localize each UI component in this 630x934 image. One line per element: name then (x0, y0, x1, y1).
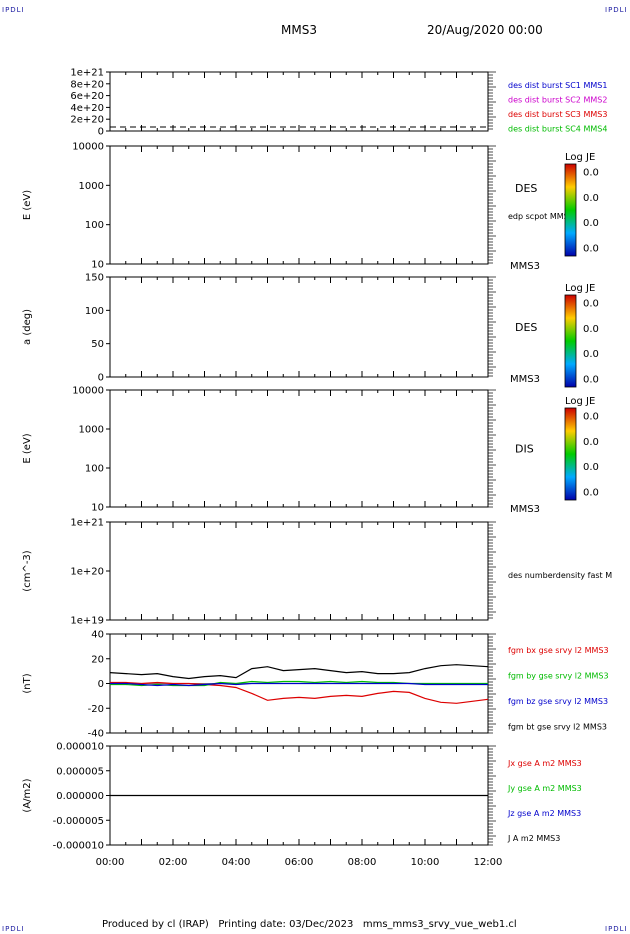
footer-info: Produced by cl (IRAP) Printing date: 03/… (102, 919, 517, 930)
des_energy-colorbar-tick: 0.0 (583, 168, 599, 179)
time-axis-label: 04:00 (222, 857, 251, 868)
fgm-ytick-label: -20 (88, 704, 104, 715)
des_energy-ytick-label: 100 (85, 220, 104, 231)
des_energy-ytick-label: 1000 (79, 181, 104, 192)
density-ytick-label: 1e+19 (70, 616, 104, 627)
dis_energy-instrument-label: DIS (515, 443, 534, 456)
burst-legend-3: des dist burst SC3 MMS3 (508, 110, 607, 119)
des_energy-colorbar (564, 163, 577, 257)
current-ytick-label: -0.000010 (53, 841, 104, 852)
des_energy-instrument-label: DES (515, 182, 537, 195)
dis_energy-spacecraft-label: MMS3 (510, 504, 540, 515)
des_pitch-colorbar (564, 294, 577, 388)
fgm-series-bz (110, 682, 488, 687)
dis_energy-ytick-label: 1000 (79, 425, 104, 436)
dis_energy-colorbar-tick: 0.0 (583, 412, 599, 423)
dis_energy-colorbar-tick: 0.0 (583, 437, 599, 448)
des_energy-colorbar-tick: 0.0 (583, 244, 599, 255)
des_energy-extra-label: edp scpot MMS3 (508, 212, 574, 221)
density-ylabel: (cm^-3) (22, 550, 33, 591)
time-axis-label: 10:00 (411, 857, 440, 868)
des_pitch-colorbar-tick: 0.0 (583, 324, 599, 335)
density-legend: des numberdensity fast M (508, 571, 612, 580)
current-ytick-label: 0.000005 (56, 766, 104, 777)
time-axis-label: 06:00 (285, 857, 314, 868)
burst-ytick-label: 6e+20 (70, 91, 104, 102)
dis_energy-colorbar-tick: 0.0 (583, 462, 599, 473)
fgm-series-bt (109, 664, 489, 680)
current-legend-2: Jy gse A m2 MMS3 (507, 784, 582, 793)
header-spacecraft: MMS3 (281, 23, 317, 37)
fgm-legend-bx: fgm bx gse srvy l2 MMS3 (508, 646, 609, 655)
density-ytick-label: 1e+20 (70, 567, 104, 578)
current-legend-3: Jz gse A m2 MMS3 (507, 809, 581, 818)
current-ytick-label: 0.000000 (56, 791, 104, 802)
density-ytick-label: 1e+21 (70, 518, 104, 529)
des_pitch-ytick-label: 150 (85, 273, 104, 284)
des_energy-ytick-label: 10000 (72, 142, 104, 153)
burst-ytick-label: 1e+21 (70, 68, 104, 79)
des_pitch-instrument-label: DES (515, 321, 537, 334)
des_pitch-colorbar-tick: 0.0 (583, 375, 599, 386)
des_pitch-ytick-label: 50 (91, 339, 104, 350)
fgm-series-by (110, 680, 488, 687)
header-date: 20/Aug/2020 00:00 (427, 23, 543, 37)
fgm-ytick-label: 0 (98, 679, 104, 690)
fgm-legend-by: fgm by gse srvy l2 MMS3 (508, 672, 609, 681)
dis_energy-ytick-label: 10 (91, 503, 104, 514)
corner-label-tr: IPDLI (605, 6, 628, 14)
des_pitch-ytick-label: 100 (85, 306, 104, 317)
des_pitch-spacecraft-label: MMS3 (510, 374, 540, 385)
des_pitch-colorbar-title: Log JE (565, 283, 595, 294)
dis_energy-colorbar-tick: 0.0 (583, 488, 599, 499)
burst-ytick-label: 8e+20 (70, 79, 104, 90)
panel-frame-0 (109, 71, 489, 132)
des_pitch-ylabel: a (deg) (22, 309, 33, 345)
des_pitch-ytick-label: 0 (98, 373, 104, 384)
fgm-ytick-label: 20 (91, 654, 104, 665)
current-ytick-label: 0.000010 (56, 742, 104, 753)
des_pitch-colorbar-tick: 0.0 (583, 299, 599, 310)
des_energy-ytick-label: 10 (91, 260, 104, 271)
time-axis-label: 02:00 (159, 857, 188, 868)
dis_energy-ytick-label: 10000 (72, 386, 104, 397)
corner-label-tl: IPDLI (2, 6, 25, 14)
fgm-ytick-label: 40 (91, 630, 104, 641)
corner-label-bl: IPDLI (2, 925, 25, 933)
panel-frame-3 (109, 389, 489, 508)
des_energy-colorbar-tick: 0.0 (583, 193, 599, 204)
burst-legend-1: des dist burst SC1 MMS1 (508, 81, 607, 90)
current-legend-4: J A m2 MMS3 (507, 834, 560, 843)
corner-label-br: IPDLI (605, 925, 628, 933)
burst-ytick-label: 4e+20 (70, 103, 104, 114)
current-ylabel: (A/m2) (22, 778, 33, 812)
dis_energy-ylabel: E (eV) (22, 433, 33, 463)
burst-legend-4: des dist burst SC4 MMS4 (508, 125, 607, 134)
des_energy-colorbar-tick: 0.0 (583, 218, 599, 229)
current-legend-1: Jx gse A m2 MMS3 (507, 759, 582, 768)
des_pitch-colorbar-tick: 0.0 (583, 349, 599, 360)
dis_energy-ytick-label: 100 (85, 464, 104, 475)
panel-frame-4 (109, 521, 489, 621)
burst-ytick-label: 0 (98, 127, 104, 138)
fgm-ytick-label: -40 (88, 729, 104, 740)
panel-frame-1 (109, 145, 489, 265)
des_energy-ylabel: E (eV) (22, 190, 33, 220)
dis_energy-colorbar-title: Log JE (565, 396, 595, 407)
current-ytick-label: -0.000005 (53, 816, 104, 827)
burst-ytick-label: 2e+20 (70, 115, 104, 126)
fgm-series-bx (110, 681, 489, 704)
burst-legend-2: des dist burst SC2 MMS2 (508, 96, 607, 105)
des_energy-spacecraft-label: MMS3 (510, 261, 540, 272)
time-axis-label: 08:00 (348, 857, 377, 868)
time-axis-label: 00:00 (96, 857, 125, 868)
fgm-legend-bz: fgm bz gse srvy l2 MMS3 (508, 697, 608, 706)
time-axis-label: 12:00 (474, 857, 503, 868)
dis_energy-colorbar (564, 407, 577, 501)
des_energy-colorbar-title: Log JE (565, 152, 595, 163)
panel-frame-2 (109, 276, 489, 378)
fgm-ylabel: (nT) (22, 673, 33, 693)
fgm-legend-bt: fgm bt gse srvy l2 MMS3 (508, 723, 607, 732)
